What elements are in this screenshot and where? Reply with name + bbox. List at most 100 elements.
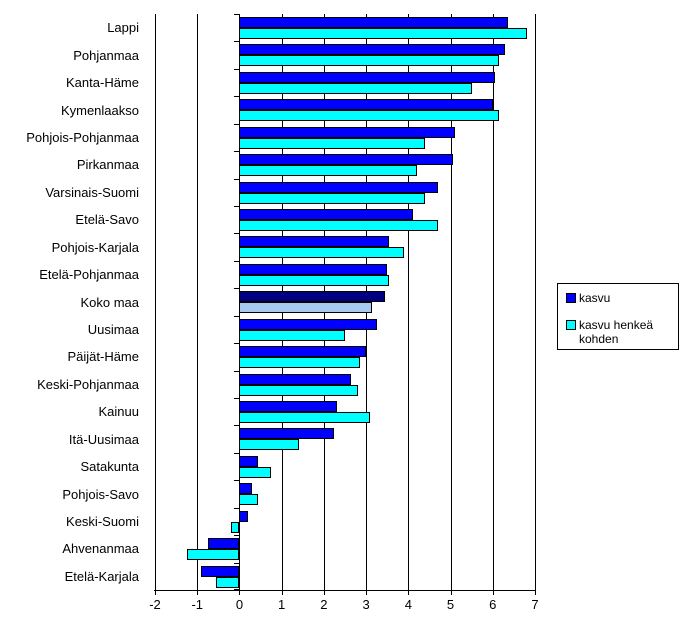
bar-kasvu-henkea-kohden <box>186 549 240 561</box>
category-tick <box>234 535 240 537</box>
bar-kasvu-henkea-kohden <box>239 192 426 204</box>
chart-row <box>155 179 535 206</box>
bar-kasvu-henkea-kohden <box>239 28 527 39</box>
bar-kasvu-henkea-kohden <box>239 384 358 396</box>
x-axis-tick <box>450 590 452 595</box>
chart-row <box>155 41 535 68</box>
bar-kasvu <box>239 263 388 275</box>
category-label: Etelä-Savo <box>75 212 139 228</box>
bar-kasvu <box>239 44 506 56</box>
x-axis-tick <box>492 590 494 595</box>
x-tick-label: 5 <box>446 597 455 612</box>
legend-marker-kasvu-henkea-kohden-icon <box>566 320 576 330</box>
chart-row <box>155 343 535 370</box>
category-label: Satakunta <box>80 459 139 475</box>
bar-kasvu-henkea-kohden <box>216 576 240 588</box>
bar-kasvu-henkea-kohden <box>239 137 426 149</box>
x-tick-label: 6 <box>489 597 497 612</box>
bar-kasvu-henkea-kohden <box>239 494 259 506</box>
chart-row <box>155 261 535 288</box>
category-label: Koko maa <box>80 294 139 310</box>
category-label: Etelä-Karjala <box>64 568 139 584</box>
category-label: Pohjanmaa <box>73 47 139 63</box>
bar-kasvu <box>239 510 248 522</box>
x-axis-tick <box>366 590 368 595</box>
legend-label: kasvu henkeä kohden <box>579 318 654 346</box>
category-tick <box>234 178 240 180</box>
plot-area <box>155 14 536 590</box>
category-tick <box>234 123 240 125</box>
bar-kasvu <box>239 209 413 220</box>
bar-kasvu-henkea-kohden <box>239 439 299 451</box>
x-tick-label: -1 <box>191 597 203 612</box>
category-tick <box>234 343 240 345</box>
bar-kasvu <box>239 318 377 330</box>
bar-kasvu <box>239 71 495 83</box>
category-tick <box>234 96 240 98</box>
chart-row <box>155 288 535 315</box>
category-label: Kanta-Häme <box>66 75 139 91</box>
x-tick-label: 4 <box>404 597 412 612</box>
x-axis-tick <box>239 590 241 595</box>
bar-kasvu-henkea-kohden <box>239 220 438 231</box>
chart-row <box>155 398 535 425</box>
bar-kasvu-henkea-kohden <box>239 466 272 478</box>
chart-row <box>155 563 535 590</box>
category-tick <box>234 315 240 317</box>
category-label: Pohjois-Savo <box>62 486 139 502</box>
category-tick <box>234 370 240 372</box>
bar-kasvu <box>201 565 240 577</box>
bar-kasvu-henkea-kohden <box>239 247 405 259</box>
chart-row <box>155 69 535 96</box>
x-tick-label: 0 <box>235 597 244 612</box>
category-axis-labels: Lappi Pohjanmaa Kanta-Häme Kymenlaakso Pohjo… <box>0 14 147 590</box>
bar-kasvu-henkea-kohden <box>239 329 345 341</box>
category-tick <box>234 41 240 43</box>
category-label: Uusimaa <box>87 321 139 337</box>
category-label: Itä-Uusimaa <box>68 431 139 447</box>
gridline <box>492 14 494 590</box>
chart-row <box>155 14 535 41</box>
category-tick <box>234 452 240 454</box>
category-label: Lappi <box>107 20 139 36</box>
category-label: Päijät-Häme <box>67 349 139 365</box>
chart-row <box>155 480 535 507</box>
category-label: Etelä-Pohjanmaa <box>39 267 139 283</box>
chart-row <box>155 151 535 178</box>
category-tick <box>234 206 240 207</box>
bar-kasvu <box>239 99 493 111</box>
bar-kasvu-henkea-kohden <box>239 110 500 122</box>
gridline <box>197 14 199 590</box>
gridline <box>155 14 156 590</box>
chart-row <box>155 425 535 452</box>
bar-kasvu <box>239 428 335 440</box>
x-tick-label: 1 <box>278 597 286 612</box>
chart-row <box>155 453 535 480</box>
category-label: Pirkanmaa <box>76 157 139 173</box>
category-tick <box>234 480 240 482</box>
x-axis-line <box>154 590 536 591</box>
x-axis-tick <box>408 590 410 595</box>
bar-kasvu <box>239 17 508 28</box>
gridline <box>408 14 410 590</box>
category-tick <box>234 260 240 262</box>
category-tick <box>234 14 240 15</box>
gridline <box>535 14 536 590</box>
gridline <box>450 14 452 590</box>
x-tick-label: 7 <box>531 597 539 612</box>
chart-row <box>155 535 535 562</box>
category-tick <box>234 425 240 427</box>
bar-kasvu-henkea-kohden <box>239 55 500 67</box>
chart-row <box>155 206 535 233</box>
bar-kasvu-henkea-kohden <box>239 357 360 369</box>
x-axis-tick <box>155 590 156 595</box>
bar-kasvu <box>207 538 240 550</box>
chart-row <box>155 124 535 151</box>
x-axis-tick <box>323 590 325 595</box>
category-label: Keski-Pohjanmaa <box>37 376 139 392</box>
chart-row <box>155 371 535 398</box>
category-tick <box>234 288 240 290</box>
category-label: Pohjois-Karjala <box>51 239 139 255</box>
bar-kasvu-henkea-kohden <box>239 82 472 94</box>
